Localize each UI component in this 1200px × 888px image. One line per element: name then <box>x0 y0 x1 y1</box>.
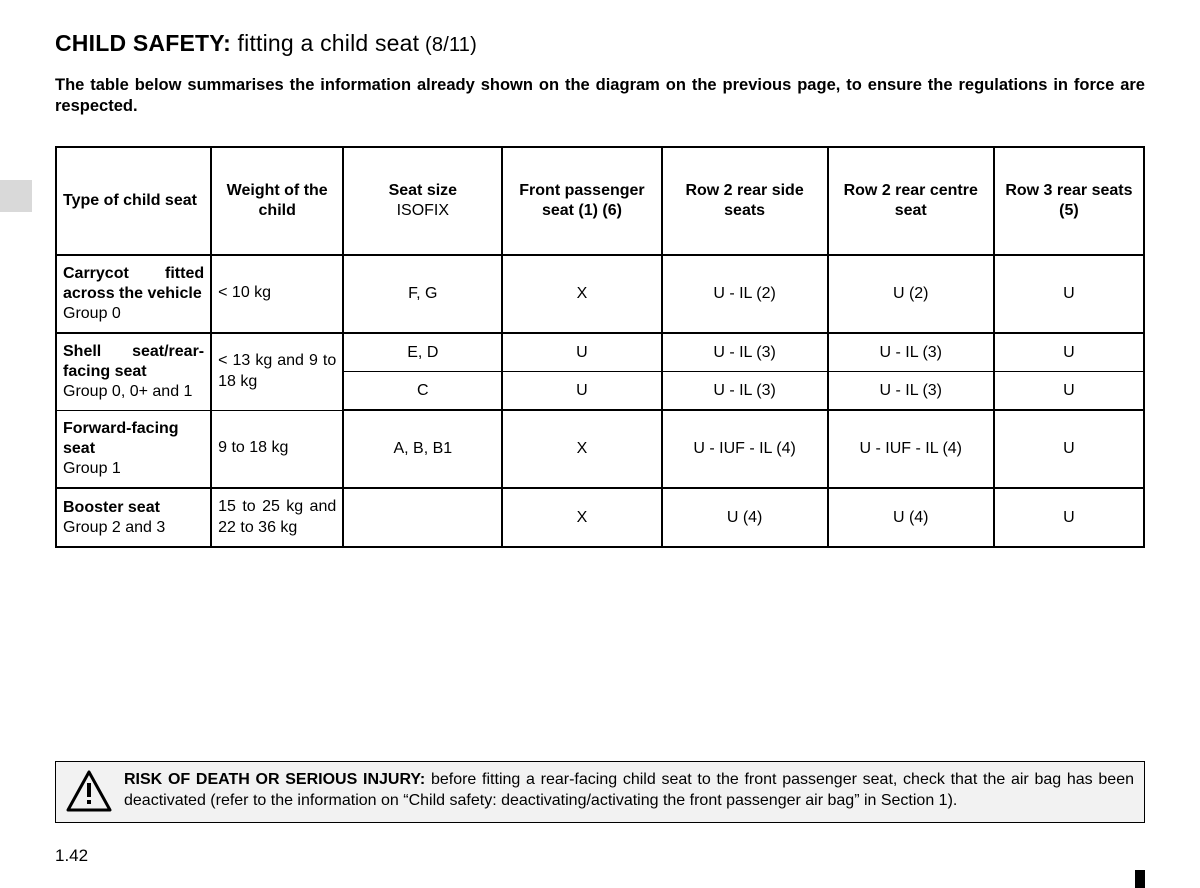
cell-row3: U <box>994 372 1144 411</box>
table-row: Forward-facing seatGroup 19 to 18 kgA, B… <box>56 410 1144 488</box>
cell-row2side: U (4) <box>662 488 828 548</box>
cell-size <box>343 488 502 548</box>
cell-type: Carrycot fitted across the vehicleGroup … <box>56 255 211 333</box>
cell-row2side: U - IL (3) <box>662 333 828 372</box>
cell-row2side: U - IL (3) <box>662 372 828 411</box>
table-row: Carrycot fitted across the vehicleGroup … <box>56 255 1144 333</box>
col-header-type: Type of child seat <box>56 147 211 255</box>
title-bold: CHILD SAFETY: <box>55 30 231 56</box>
cell-row2centre: U (2) <box>828 255 994 333</box>
cell-size: A, B, B1 <box>343 410 502 488</box>
cell-front: U <box>502 372 661 411</box>
cell-weight: 15 to 25 kg and 22 to 36 kg <box>211 488 343 548</box>
corner-mark <box>1135 870 1145 888</box>
col-header-front: Front passenger seat (1) (6) <box>502 147 661 255</box>
cell-size: E, D <box>343 333 502 372</box>
cell-size: F, G <box>343 255 502 333</box>
table-header-row: Type of child seat Weight of the child S… <box>56 147 1144 255</box>
cell-row2centre: U - IL (3) <box>828 372 994 411</box>
warning-text: RISK OF DEATH OR SERIOUS INJURY: before … <box>124 770 1134 812</box>
cell-type: Forward-facing seatGroup 1 <box>56 410 211 488</box>
col-header-row3: Row 3 rear seats (5) <box>994 147 1144 255</box>
cell-row2centre: U - IUF - IL (4) <box>828 410 994 488</box>
cell-weight: < 13 kg and 9 to 18 kg <box>211 333 343 411</box>
cell-row2side: U - IUF - IL (4) <box>662 410 828 488</box>
page-number: 1.42 <box>55 846 88 866</box>
cell-row3: U <box>994 255 1144 333</box>
intro-paragraph: The table below summarises the informati… <box>55 75 1145 118</box>
cell-front: X <box>502 410 661 488</box>
table-row: Shell seat/rear-facing seatGroup 0, 0+ a… <box>56 333 1144 372</box>
cell-front: U <box>502 333 661 372</box>
cell-row2centre: U - IL (3) <box>828 333 994 372</box>
cell-row2centre: U (4) <box>828 488 994 548</box>
title-rest: fitting a child seat <box>231 30 419 56</box>
document-page: CHILD SAFETY: fitting a child seat (8/11… <box>0 0 1200 888</box>
cell-weight: < 10 kg <box>211 255 343 333</box>
cell-type: Shell seat/rear-facing seatGroup 0, 0+ a… <box>56 333 211 411</box>
cell-front: X <box>502 488 661 548</box>
table-body: Carrycot fitted across the vehicleGroup … <box>56 255 1144 548</box>
cell-row3: U <box>994 333 1144 372</box>
side-tab <box>0 180 32 212</box>
warning-icon <box>66 770 112 812</box>
col-header-row2centre: Row 2 rear centre seat <box>828 147 994 255</box>
cell-row2side: U - IL (2) <box>662 255 828 333</box>
warning-box: RISK OF DEATH OR SERIOUS INJURY: before … <box>55 761 1145 823</box>
col-header-row2side: Row 2 rear side seats <box>662 147 828 255</box>
table-row: Booster seatGroup 2 and 315 to 25 kg and… <box>56 488 1144 548</box>
cell-row3: U <box>994 488 1144 548</box>
title-page-indicator: (8/11) <box>419 34 477 56</box>
cell-weight: 9 to 18 kg <box>211 410 343 488</box>
col-header-size: Seat sizeISOFIX <box>343 147 502 255</box>
child-seat-table: Type of child seat Weight of the child S… <box>55 146 1145 549</box>
cell-size: C <box>343 372 502 411</box>
warning-lead: RISK OF DEATH OR SERIOUS INJURY: <box>124 771 425 788</box>
col-header-weight: Weight of the child <box>211 147 343 255</box>
page-title: CHILD SAFETY: fitting a child seat (8/11… <box>55 30 1145 57</box>
cell-row3: U <box>994 410 1144 488</box>
cell-front: X <box>502 255 661 333</box>
cell-type: Booster seatGroup 2 and 3 <box>56 488 211 548</box>
